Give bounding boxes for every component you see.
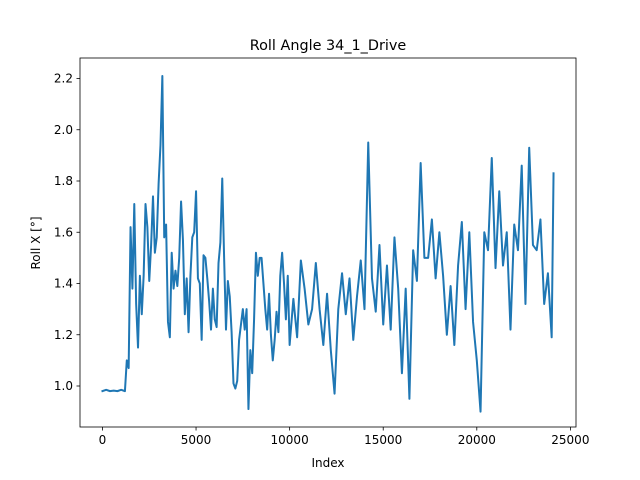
- plot-area: [101, 74, 555, 413]
- axes-frame: [79, 57, 577, 428]
- axes: 0 5000 10000 15000 20000 25000 1.0 1.2 1.4 1.6 1.8…: [54, 57, 589, 447]
- x-tick-label: 20000: [458, 433, 496, 447]
- y-axis-title: Roll X [°]: [29, 216, 43, 269]
- x-tick-label: 5000: [181, 433, 212, 447]
- x-tick-label: 0: [99, 433, 107, 447]
- y-tick-label: 1.6: [54, 225, 73, 239]
- y-tick-label: 1.8: [54, 174, 73, 188]
- x-tick-label: 10000: [271, 433, 309, 447]
- x-axis-title: Index: [311, 456, 344, 470]
- x-tick-label: 25000: [551, 433, 589, 447]
- y-tick-label: 1.4: [54, 277, 73, 291]
- chart-title: Roll Angle 34_1_Drive: [250, 38, 407, 54]
- y-tick-label: 2.0: [54, 123, 73, 137]
- x-tick-label: 15000: [364, 433, 402, 447]
- y-tick-label: 2.2: [54, 72, 73, 86]
- y-tick-label: 1.2: [54, 328, 73, 342]
- series-line-0: [101, 74, 555, 413]
- y-tick-label: 1.0: [54, 379, 73, 393]
